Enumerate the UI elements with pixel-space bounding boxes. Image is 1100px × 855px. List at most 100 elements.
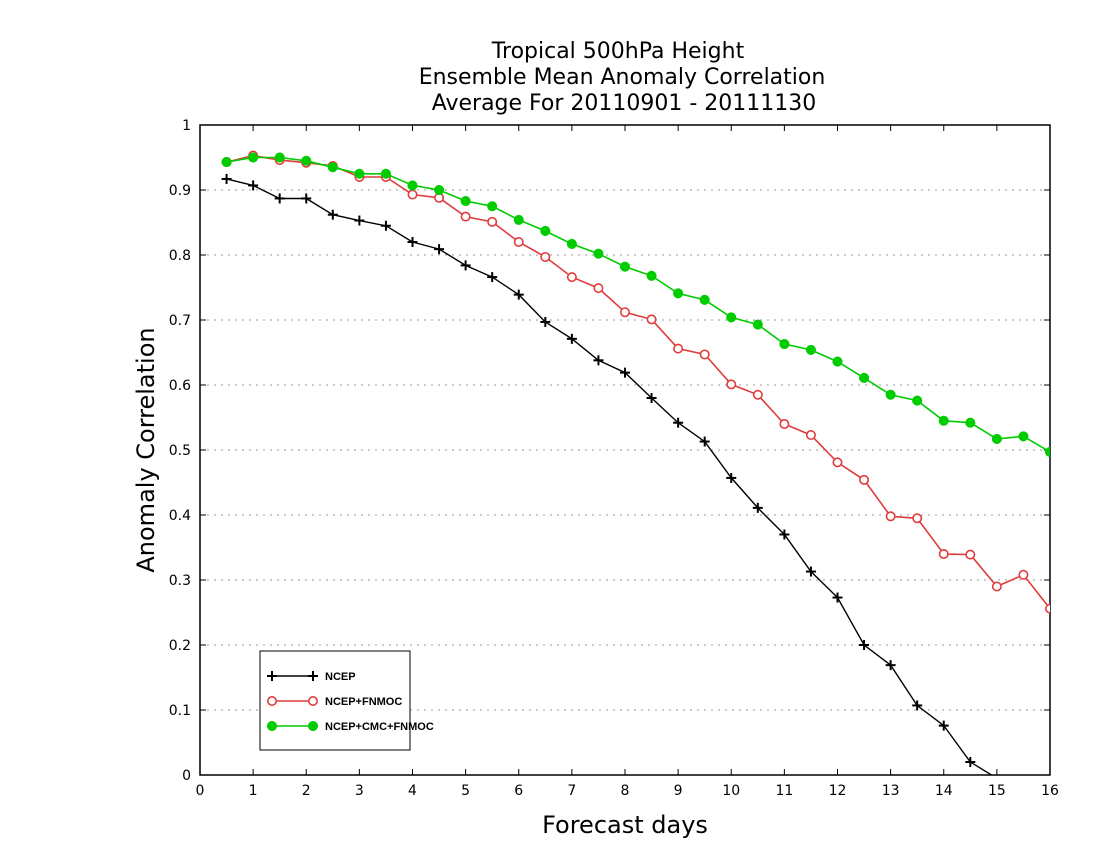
- data-point: [938, 720, 949, 731]
- x-tick-label: 10: [722, 783, 740, 799]
- data-point: [487, 201, 498, 212]
- data-point: [726, 312, 737, 323]
- data-point: [832, 457, 843, 468]
- data-point: [301, 155, 312, 166]
- x-tick-label: 11: [775, 783, 793, 799]
- data-point: [885, 511, 896, 522]
- data-point: [726, 472, 737, 483]
- data-point: [779, 418, 790, 429]
- x-tick-label: 14: [935, 783, 953, 799]
- y-tick-label: 0.6: [169, 378, 191, 394]
- data-point: [593, 283, 604, 294]
- data-point: [673, 417, 684, 428]
- y-tick-label: 0: [182, 768, 191, 784]
- data-point: [699, 349, 710, 360]
- chart-title-line-3: Average For 20110901 - 20111130: [432, 91, 817, 116]
- x-tick-label: 9: [674, 783, 683, 799]
- data-point: [307, 720, 319, 732]
- series-ncep: [221, 173, 993, 775]
- data-point: [699, 436, 710, 447]
- data-point: [354, 215, 365, 226]
- data-point: [779, 529, 790, 540]
- data-point: [540, 225, 551, 236]
- data-point: [513, 237, 524, 248]
- data-point: [540, 316, 551, 327]
- data-point: [619, 261, 631, 272]
- y-tick-label: 0.1: [169, 703, 191, 719]
- data-point: [1018, 569, 1029, 580]
- data-point: [699, 294, 710, 305]
- y-tick-label: 0.3: [169, 573, 191, 589]
- data-point: [1044, 446, 1050, 457]
- x-tick-label: 13: [882, 783, 900, 799]
- data-point: [805, 566, 816, 577]
- x-tick-label: 1: [249, 783, 258, 799]
- data-point: [307, 695, 318, 706]
- data-point: [354, 168, 365, 179]
- x-tick-label: 4: [408, 783, 417, 799]
- x-tick-label: 2: [302, 783, 311, 799]
- data-point: [832, 592, 843, 603]
- legend-label: NCEP+CMC+FNMOC: [325, 721, 434, 733]
- data-point: [885, 389, 896, 400]
- x-tick-label: 5: [461, 783, 470, 799]
- data-point: [965, 417, 976, 428]
- data-point: [752, 502, 763, 513]
- y-tick-label: 0.5: [169, 443, 191, 459]
- x-tick-label: 3: [355, 783, 364, 799]
- series-layer: [221, 150, 1050, 775]
- data-point: [646, 270, 657, 281]
- data-point: [327, 162, 338, 173]
- data-point: [407, 180, 418, 191]
- y-axis: 0 0.1 0.2 0.3 0.4 0.5 0.6 0.7 0.8 0.9 1: [169, 118, 1050, 784]
- x-tick-label: 0: [196, 783, 205, 799]
- data-point: [221, 173, 232, 184]
- data-point: [965, 549, 976, 560]
- data-point: [301, 193, 312, 204]
- chart-title-line-2: Ensemble Mean Anomaly Correlation: [419, 65, 826, 90]
- y-tick-label: 0.2: [169, 638, 191, 654]
- data-point: [805, 344, 816, 355]
- data-point: [274, 193, 285, 204]
- data-point: [434, 184, 445, 196]
- x-tick-label: 15: [988, 783, 1006, 799]
- data-point: [267, 671, 277, 681]
- data-point: [380, 168, 391, 179]
- data-point: [221, 157, 232, 168]
- x-tick-label: 7: [567, 783, 576, 799]
- data-point: [805, 430, 816, 441]
- data-point: [938, 548, 949, 559]
- data-point: [513, 214, 524, 225]
- data-point: [593, 248, 604, 259]
- data-point: [460, 196, 471, 207]
- data-point: [460, 260, 471, 271]
- y-axis-label: Anomaly Correlation: [132, 327, 160, 572]
- data-point: [540, 251, 551, 262]
- data-point: [593, 355, 604, 366]
- data-point: [673, 288, 684, 299]
- data-point: [407, 189, 418, 200]
- data-point: [646, 393, 657, 403]
- data-point: [434, 244, 445, 255]
- data-point: [912, 513, 923, 524]
- data-point: [620, 367, 630, 378]
- series-ncep-fnmoc: [221, 150, 1050, 614]
- data-point: [646, 314, 657, 325]
- data-point: [487, 272, 498, 283]
- data-point: [566, 272, 577, 283]
- data-point: [1045, 603, 1050, 614]
- x-axis: 0 1 2 3 4 5 6 7 8 9 10 11 12 13 14 15 16: [196, 125, 1059, 799]
- data-point: [487, 216, 498, 227]
- data-point: [1018, 431, 1029, 442]
- data-point: [779, 339, 790, 350]
- data-point: [752, 389, 763, 400]
- data-point: [274, 152, 285, 163]
- data-point: [885, 660, 896, 671]
- data-point: [912, 395, 923, 406]
- data-point: [380, 220, 391, 231]
- data-point: [566, 238, 577, 249]
- data-point: [460, 211, 471, 222]
- data-point: [248, 180, 259, 191]
